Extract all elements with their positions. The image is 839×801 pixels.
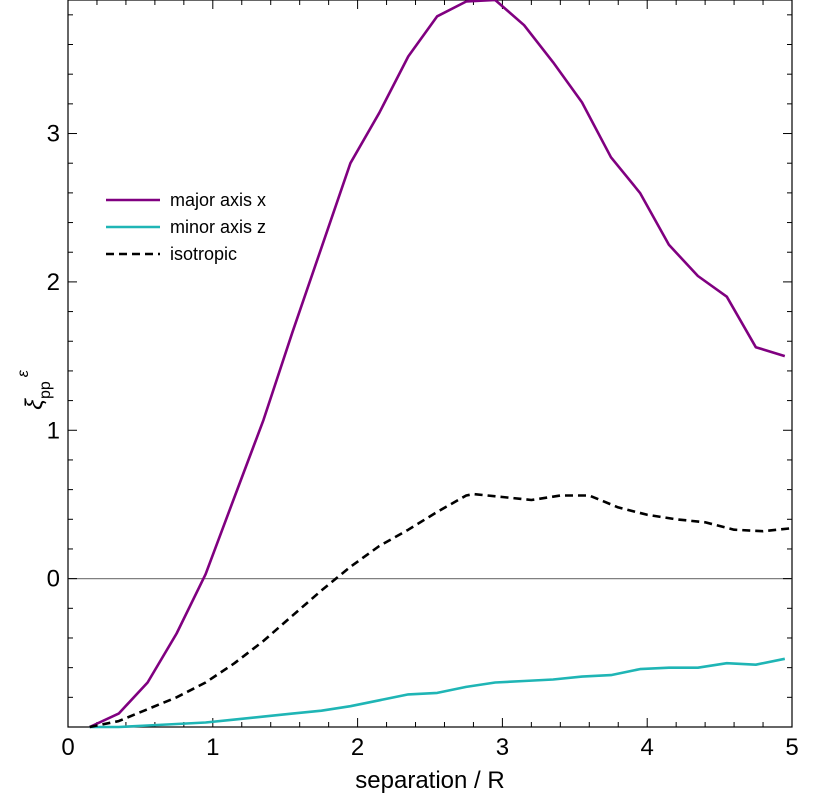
series-major-axis-x [89, 0, 786, 729]
x-tick-label: 5 [785, 734, 798, 761]
x-tick-label: 3 [496, 734, 509, 761]
x-tick-label: 2 [351, 734, 364, 761]
y-axis-label-sub: pp [37, 381, 54, 399]
y-tick-label: 3 [47, 121, 60, 148]
x-tick-label: 0 [61, 734, 74, 761]
plot-frame [67, 0, 793, 728]
y-axis-label: ξppε [15, 369, 54, 410]
x-tick-label: 1 [206, 734, 219, 761]
series-isotropic [89, 492, 793, 729]
y-tick-label: 2 [47, 269, 60, 296]
x-tick-labels: 0 1 2 3 4 5 [61, 734, 798, 761]
x-tick-label: 4 [641, 734, 654, 761]
series-minor-axis-z [89, 657, 786, 729]
legend: major axis x minor axis z isotropic [106, 190, 266, 264]
legend-label-minor: minor axis z [170, 217, 266, 237]
x-axis-label: separation / R [355, 767, 504, 794]
legend-label-isotropic: isotropic [170, 244, 237, 264]
legend-label-major: major axis x [170, 190, 266, 210]
y-tick-label: 0 [47, 566, 60, 593]
axis-ticks [67, 0, 793, 728]
y-axis-label-sup: ε [15, 369, 32, 377]
series-lines [89, 0, 793, 729]
y-tick-labels: 0 1 2 3 [47, 121, 60, 593]
y-tick-label: 1 [47, 417, 60, 444]
y-axis-label-base: ξ [21, 398, 48, 410]
